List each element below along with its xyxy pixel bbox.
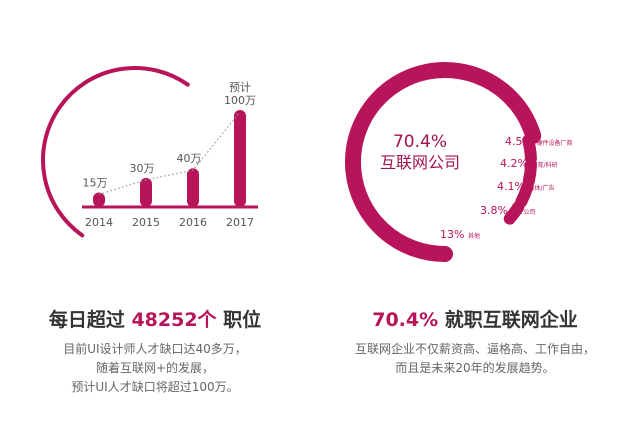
internet-share: 70.4% (372, 309, 439, 331)
center-label: 互联网公司 (380, 153, 460, 172)
title-text: 就职互联网企业 (438, 309, 578, 331)
donut-slice (522, 158, 537, 187)
x-tick-label: 2017 (226, 216, 254, 229)
bar-2014 (93, 192, 105, 207)
x-tick-label: 2014 (85, 216, 113, 229)
desc-line: 预计UI人才缺口将超过100万。 (71, 380, 239, 394)
donut-slice (515, 180, 534, 208)
data-label: 40万 (177, 152, 202, 165)
donut-slice (345, 62, 542, 262)
data-label: 15万 (83, 176, 108, 189)
center-value: 70.4% (393, 132, 447, 152)
data-label: 预计 (229, 81, 251, 94)
title-text: 每日超过 (48, 309, 132, 331)
donut-slice (522, 134, 537, 165)
desc-line: 随着互联网+的发展， (95, 361, 215, 375)
slice-label: 3.8% 设计公司 (480, 204, 535, 217)
right-description: 互联网企业不仅薪资高、逼格高、工作自由， 而且是未来20年的发展趋势。 (320, 340, 630, 378)
slice-label: 13% 其他 (440, 228, 480, 241)
slice-label: 4.1% 媒体/广告 (497, 180, 554, 193)
x-tick-label: 2016 (179, 216, 207, 229)
data-label: 100万 (224, 94, 256, 107)
title-text: 职位 (216, 309, 262, 331)
bar-2017 (234, 110, 246, 207)
decorative-ring (41, 66, 190, 238)
bar-2015 (140, 177, 152, 207)
desc-line: 而且是未来20年的发展趋势。 (395, 361, 555, 375)
job-count: 48252个 (131, 309, 217, 331)
data-label: 30万 (130, 162, 155, 175)
donut-slice (503, 200, 525, 225)
desc-line: 目前UI设计师人才缺口达40多万， (63, 342, 247, 356)
desc-line: 互联网企业不仅薪资高、逼格高、工作自由， (354, 342, 595, 356)
bar-2016 (187, 168, 199, 207)
right-title: 70.4% 就职互联网企业 (320, 305, 630, 332)
left-title: 每日超过 48252个 职位 (0, 305, 310, 332)
trend-line (98, 111, 241, 196)
left-description: 目前UI设计师人才缺口达40多万， 随着互联网+的发展， 预计UI人才缺口将超过… (0, 340, 310, 397)
slice-label: 4.2% 教育/科研 (500, 157, 557, 170)
x-tick-label: 2015 (132, 216, 160, 229)
